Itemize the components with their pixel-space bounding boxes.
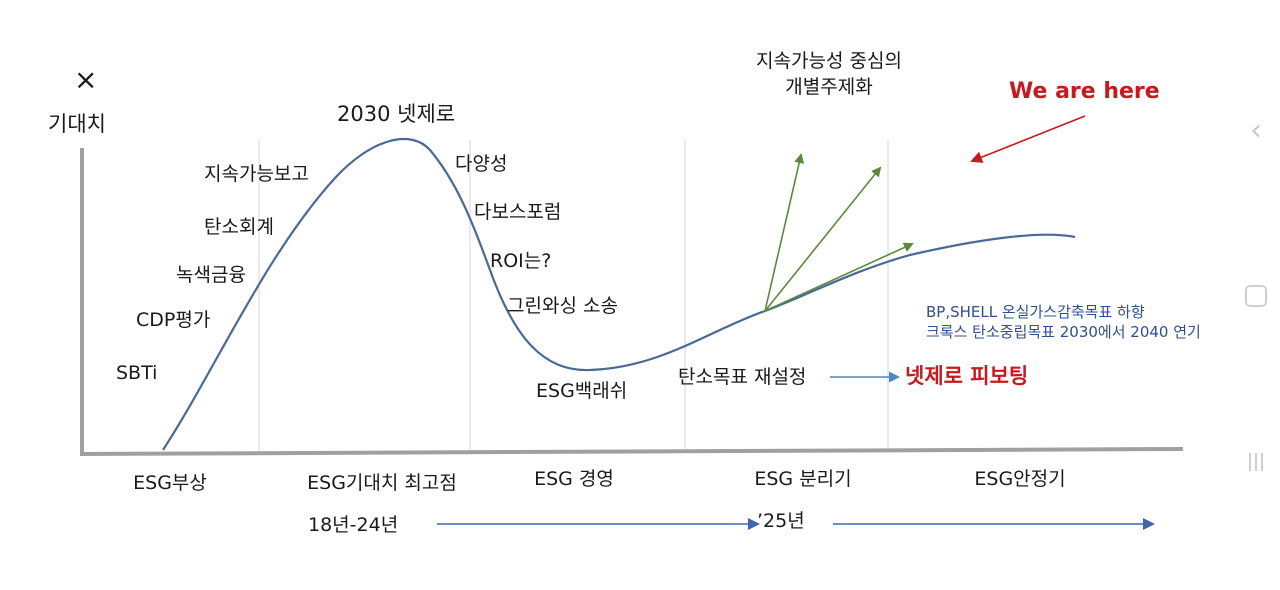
x-axis — [79, 447, 1184, 456]
falling-label: ROI는? — [490, 250, 552, 272]
peak-label: 2030 넷제로 — [337, 102, 456, 126]
phase-label: ESG안정기 — [974, 468, 1066, 490]
circle-home-icon[interactable] — [1232, 272, 1280, 320]
note-line: BP,SHELL 온실가스감축목표 하향 — [926, 303, 1145, 321]
close-icon[interactable]: × — [74, 63, 98, 96]
bp-shell-note: BP,SHELL 온실가스감축목표 하향 크록스 탄소중립목표 2030에서 2… — [926, 302, 1201, 343]
y-axis-label: 기대치 — [48, 112, 106, 136]
divergence-line: 개별주제화 — [785, 75, 873, 98]
divergence-label: 지속가능성 중심의 개별주제화 — [756, 49, 902, 100]
green-arrow — [764, 242, 914, 312]
timeline-range-2: ’25년 — [757, 510, 805, 532]
rising-label: 탄소회계 — [204, 216, 274, 238]
note-line: 크록스 탄소중립목표 2030에서 2040 연기 — [926, 323, 1201, 342]
reset-label: 탄소목표 재설정 — [678, 366, 807, 388]
divergence-line: 지속가능성 중심의 — [756, 50, 902, 72]
green-arrow — [764, 153, 805, 312]
chevron-left-icon[interactable]: ‹ — [1250, 112, 1262, 148]
phase-label: ESG 분리기 — [754, 468, 852, 490]
timeline-range-1: 18년-24년 — [308, 514, 399, 536]
phase-label: ESG 경영 — [534, 468, 614, 490]
phase-label: ESG기대치 최고점 — [307, 472, 457, 494]
falling-label: 다양성 — [455, 153, 508, 175]
we-are-here-arrow — [970, 115, 1086, 163]
phase-label: ESG부상 — [133, 472, 207, 494]
rising-label: 녹색금융 — [176, 264, 246, 286]
rising-label: 지속가능보고 — [204, 163, 309, 185]
rising-label: CDP평가 — [136, 309, 211, 331]
green-arrow — [764, 166, 882, 312]
pivot-label: 넷제로 피보팅 — [905, 364, 1029, 388]
trough-label: ESG백래쉬 — [536, 380, 628, 402]
falling-label: 그린와싱 소송 — [507, 295, 618, 317]
expectation-curve — [162, 137, 1076, 451]
recent-apps-icon[interactable] — [1232, 438, 1280, 486]
we-are-here-label: We are here — [1009, 79, 1160, 104]
falling-label: 다보스포럼 — [474, 201, 562, 223]
rising-label: SBTi — [116, 362, 158, 384]
